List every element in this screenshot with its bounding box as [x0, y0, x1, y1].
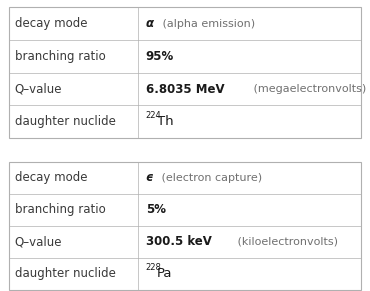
Text: α: α [146, 17, 154, 30]
Text: 95%: 95% [146, 50, 174, 63]
Text: daughter nuclide: daughter nuclide [15, 115, 116, 128]
Text: 224: 224 [146, 111, 161, 120]
Text: ϵ: ϵ [146, 171, 153, 184]
Bar [9, 7, 361, 138]
Text: (megaelectronvolts): (megaelectronvolts) [250, 84, 366, 94]
Text: decay mode: decay mode [15, 171, 87, 184]
Text: Th: Th [157, 115, 174, 128]
Bar [9, 162, 361, 290]
Text: (electron capture): (electron capture) [158, 173, 263, 182]
Text: 6.8035 MeV: 6.8035 MeV [146, 83, 224, 96]
Text: 300.5 keV: 300.5 keV [146, 235, 212, 248]
Text: Q–value: Q–value [15, 83, 62, 96]
Text: Q–value: Q–value [15, 235, 62, 248]
Text: (alpha emission): (alpha emission) [159, 19, 255, 29]
Text: (kiloelectronvolts): (kiloelectronvolts) [233, 237, 338, 246]
Text: decay mode: decay mode [15, 17, 87, 30]
Text: branching ratio: branching ratio [15, 50, 105, 63]
Text: 228: 228 [146, 263, 162, 272]
Text: daughter nuclide: daughter nuclide [15, 267, 116, 280]
Text: branching ratio: branching ratio [15, 203, 105, 216]
Text: Pa: Pa [157, 267, 172, 280]
Text: 5%: 5% [146, 203, 166, 216]
